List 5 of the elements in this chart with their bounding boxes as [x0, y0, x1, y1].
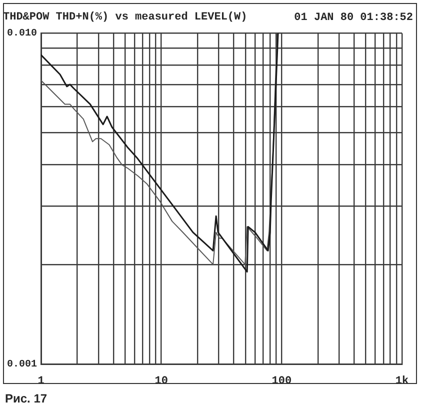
y-tick-label: 0.010: [6, 28, 37, 40]
text: 01 JAN 80 01:38:52: [294, 12, 413, 24]
chart-title: THD&POW THD+N(%) vs measured LEVEL(W): [3, 11, 248, 24]
y-tick-label: 0.001: [6, 360, 37, 371]
text: Рис. 17: [5, 391, 48, 406]
